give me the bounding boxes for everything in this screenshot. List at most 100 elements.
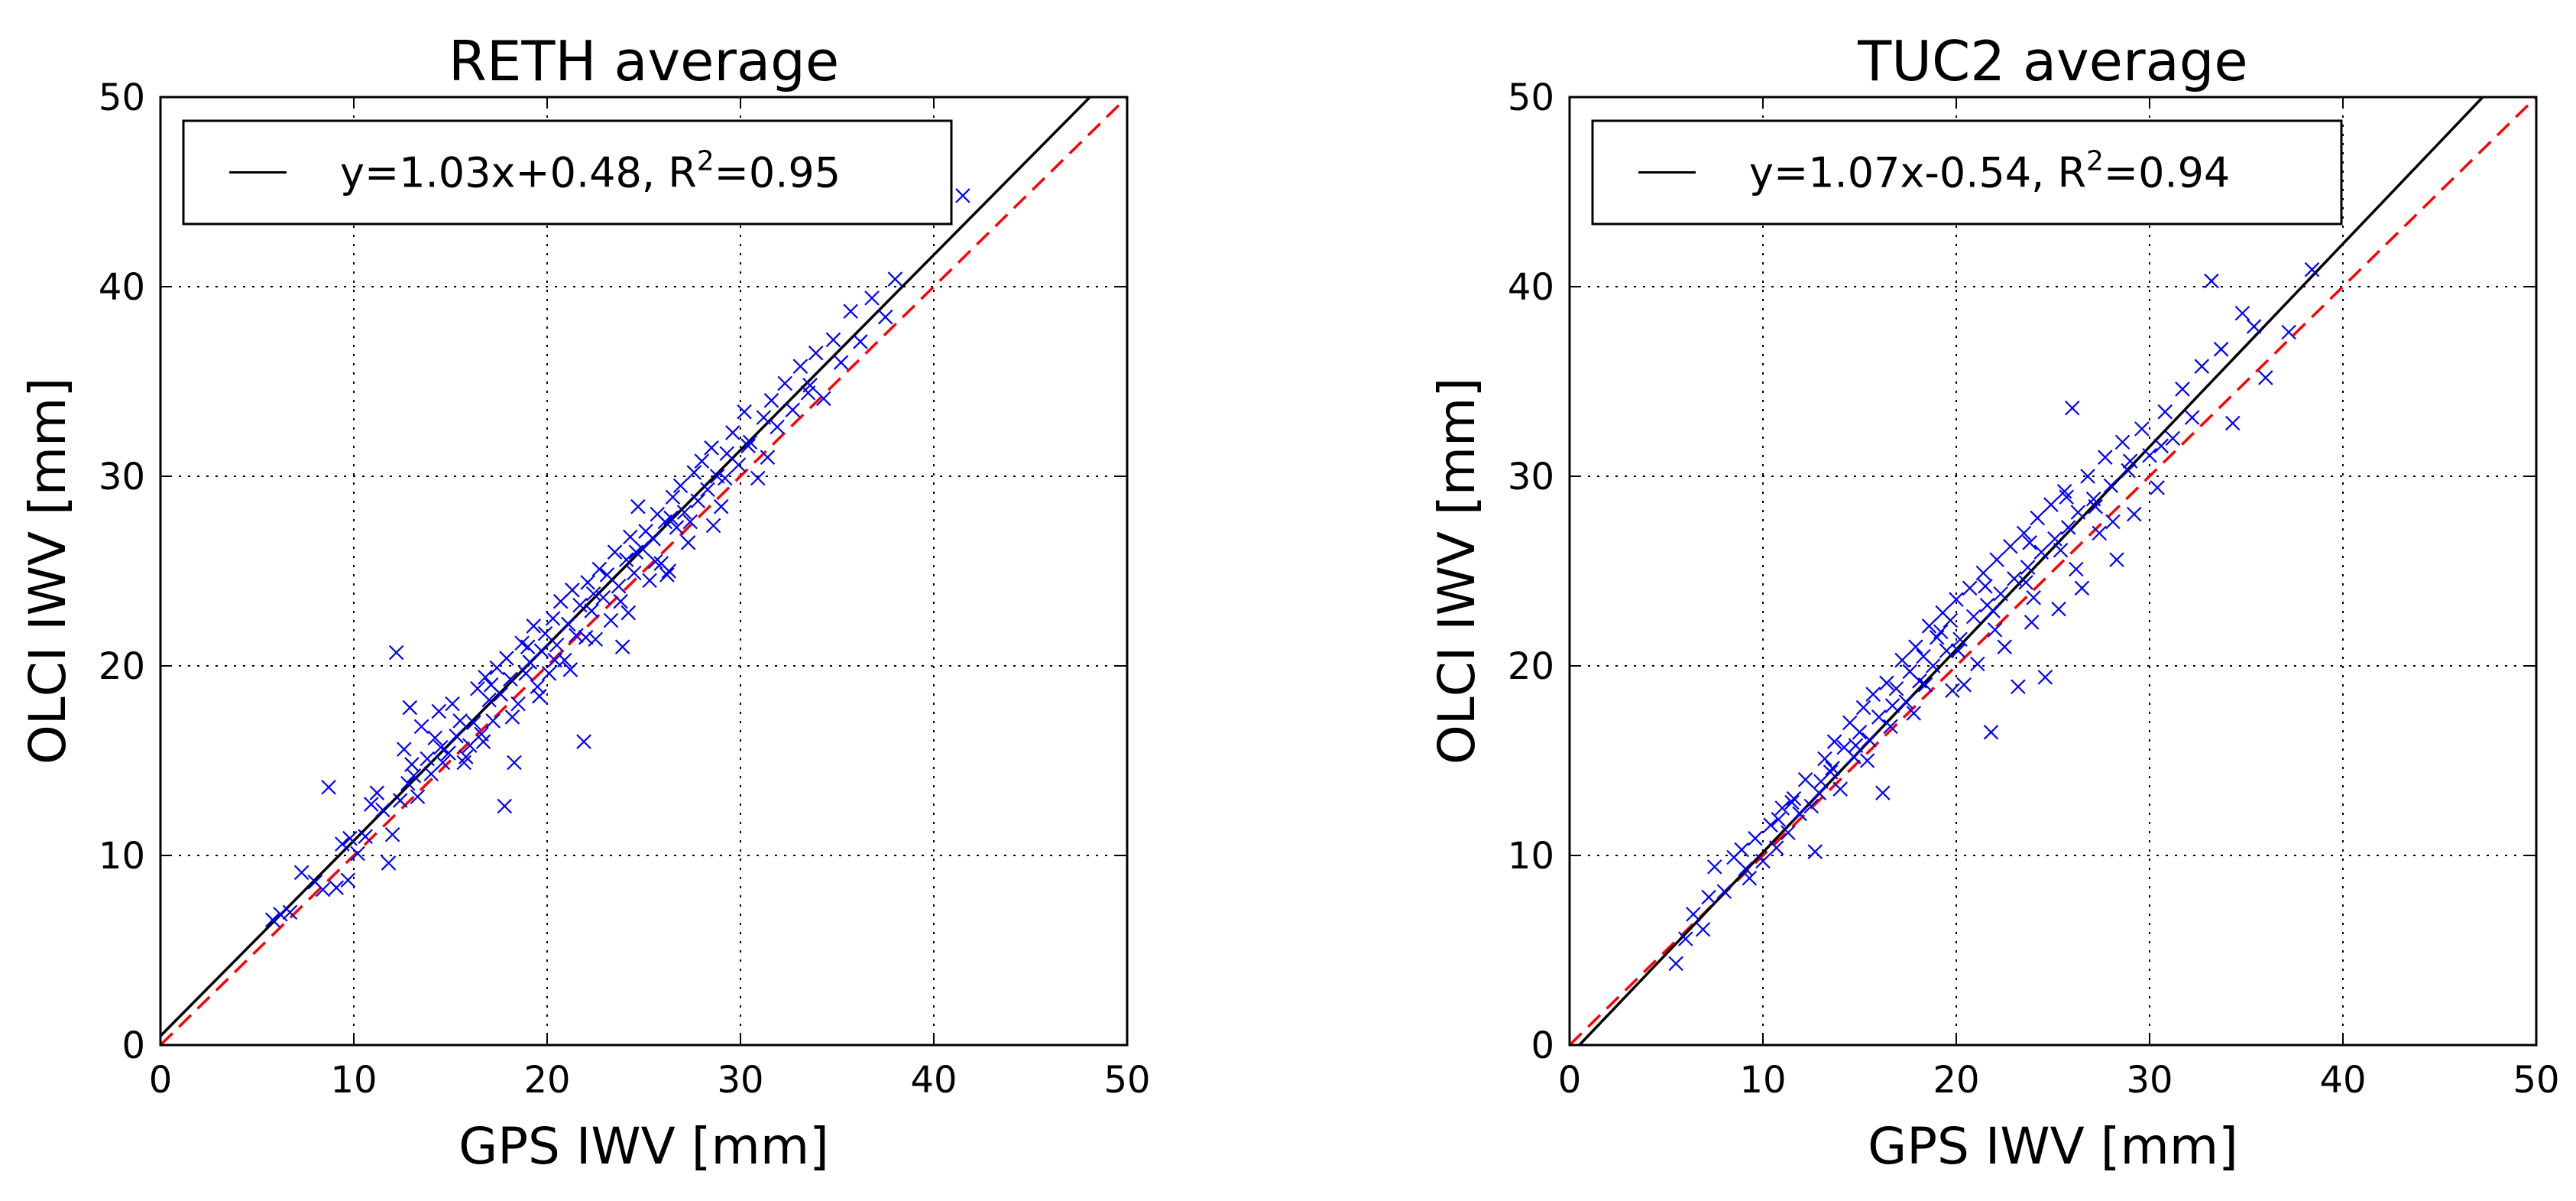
data-points	[1668, 261, 2320, 972]
data-point	[595, 589, 611, 605]
x-tick-label: 20	[1933, 1059, 1979, 1102]
data-point	[388, 644, 404, 661]
data-point	[1823, 764, 1839, 780]
y-tick-label: 40	[99, 266, 145, 309]
data-point	[785, 402, 801, 417]
data-point	[2121, 463, 2136, 479]
data-point	[603, 612, 619, 628]
data-point	[628, 544, 644, 560]
data-point	[2122, 453, 2138, 469]
data-point	[613, 593, 628, 609]
data-point	[2153, 438, 2169, 454]
data-point	[686, 465, 702, 480]
data-point	[646, 531, 661, 547]
data-point	[507, 755, 522, 771]
data-point	[2011, 679, 2026, 695]
data-point	[1797, 772, 1813, 787]
data-point	[1686, 907, 1701, 922]
data-point	[682, 514, 698, 530]
data-point	[1811, 785, 1827, 800]
data-point	[623, 529, 638, 545]
data-point	[1807, 844, 1823, 859]
data-point	[315, 881, 331, 898]
data-point	[717, 470, 733, 486]
data-point	[1716, 884, 1732, 899]
data-point	[526, 618, 542, 634]
data-point	[2047, 531, 2062, 547]
data-point	[792, 359, 808, 374]
data-point	[1871, 709, 1887, 725]
data-point	[481, 692, 497, 708]
data-point	[2234, 305, 2250, 321]
data-point	[2246, 319, 2262, 334]
data-point	[770, 419, 785, 435]
data-point	[335, 836, 350, 852]
data-point	[329, 880, 345, 895]
data-point	[561, 616, 576, 632]
x-tick-label: 50	[1103, 1059, 1150, 1102]
data-point	[456, 755, 471, 771]
data-point	[2003, 538, 2018, 554]
data-point	[530, 679, 546, 695]
data-point	[2304, 261, 2320, 278]
data-point	[2103, 478, 2119, 494]
data-point	[2051, 601, 2066, 617]
data-point	[1748, 830, 1763, 846]
data-point	[1738, 861, 1754, 877]
data-point	[1852, 725, 1868, 740]
data-point	[737, 404, 752, 420]
data-point	[887, 271, 903, 287]
legend-text-sup: 2	[2086, 146, 2104, 177]
data-point	[441, 745, 456, 761]
data-point	[1945, 683, 1960, 699]
y-tick-label: 50	[99, 76, 145, 119]
data-point	[816, 391, 831, 407]
data-point	[825, 332, 841, 348]
data-point	[1898, 694, 1913, 709]
y-axis-label: OLCI IWV [mm]	[1427, 378, 1486, 764]
identity-line	[1568, 96, 2538, 1047]
plot-frame	[1568, 96, 2538, 1047]
data-point	[1742, 870, 1758, 886]
data-point	[2281, 324, 2296, 340]
x-tick-label: 40	[910, 1059, 957, 1102]
data-point	[478, 670, 493, 685]
data-point	[713, 498, 729, 514]
data-point	[599, 567, 615, 583]
data-point	[470, 680, 485, 696]
data-point	[853, 334, 868, 349]
x-tick-label: 10	[330, 1059, 377, 1102]
legend-box	[182, 119, 953, 226]
data-point	[537, 626, 553, 641]
x-axis-label: GPS IWV [mm]	[458, 1117, 829, 1176]
data-point	[725, 425, 740, 440]
data-point	[1875, 785, 1891, 800]
legend-text-main: y=1.07x-0.54, R	[1749, 149, 2086, 197]
legend-text-suffix: =0.95	[714, 149, 841, 197]
data-point	[1879, 675, 1894, 691]
data-point	[1987, 622, 2003, 638]
data-point	[588, 631, 604, 648]
data-point	[1925, 658, 1941, 674]
data-point	[585, 586, 601, 602]
data-point	[1888, 680, 1904, 696]
data-point	[1993, 586, 2008, 602]
data-point	[621, 605, 637, 621]
y-tick-label: 30	[99, 456, 145, 498]
y-tick-label: 10	[99, 835, 145, 878]
data-point	[533, 643, 549, 658]
data-point	[2225, 415, 2241, 431]
y-tick-label: 0	[1531, 1024, 1554, 1067]
data-point	[1817, 751, 1832, 767]
data-point	[1734, 842, 1749, 858]
data-point	[282, 904, 298, 920]
data-point	[690, 493, 706, 509]
scatter-panel-reth: RETH average GPS IWV [mm] OLCI IWV [mm] …	[18, 29, 1151, 1176]
data-points	[264, 188, 970, 928]
data-point	[2026, 589, 2041, 605]
data-point	[1832, 781, 1848, 797]
data-point	[618, 552, 634, 567]
data-point	[1803, 798, 1819, 814]
y-tick-label: 0	[122, 1024, 145, 1067]
data-point	[1894, 652, 1910, 668]
